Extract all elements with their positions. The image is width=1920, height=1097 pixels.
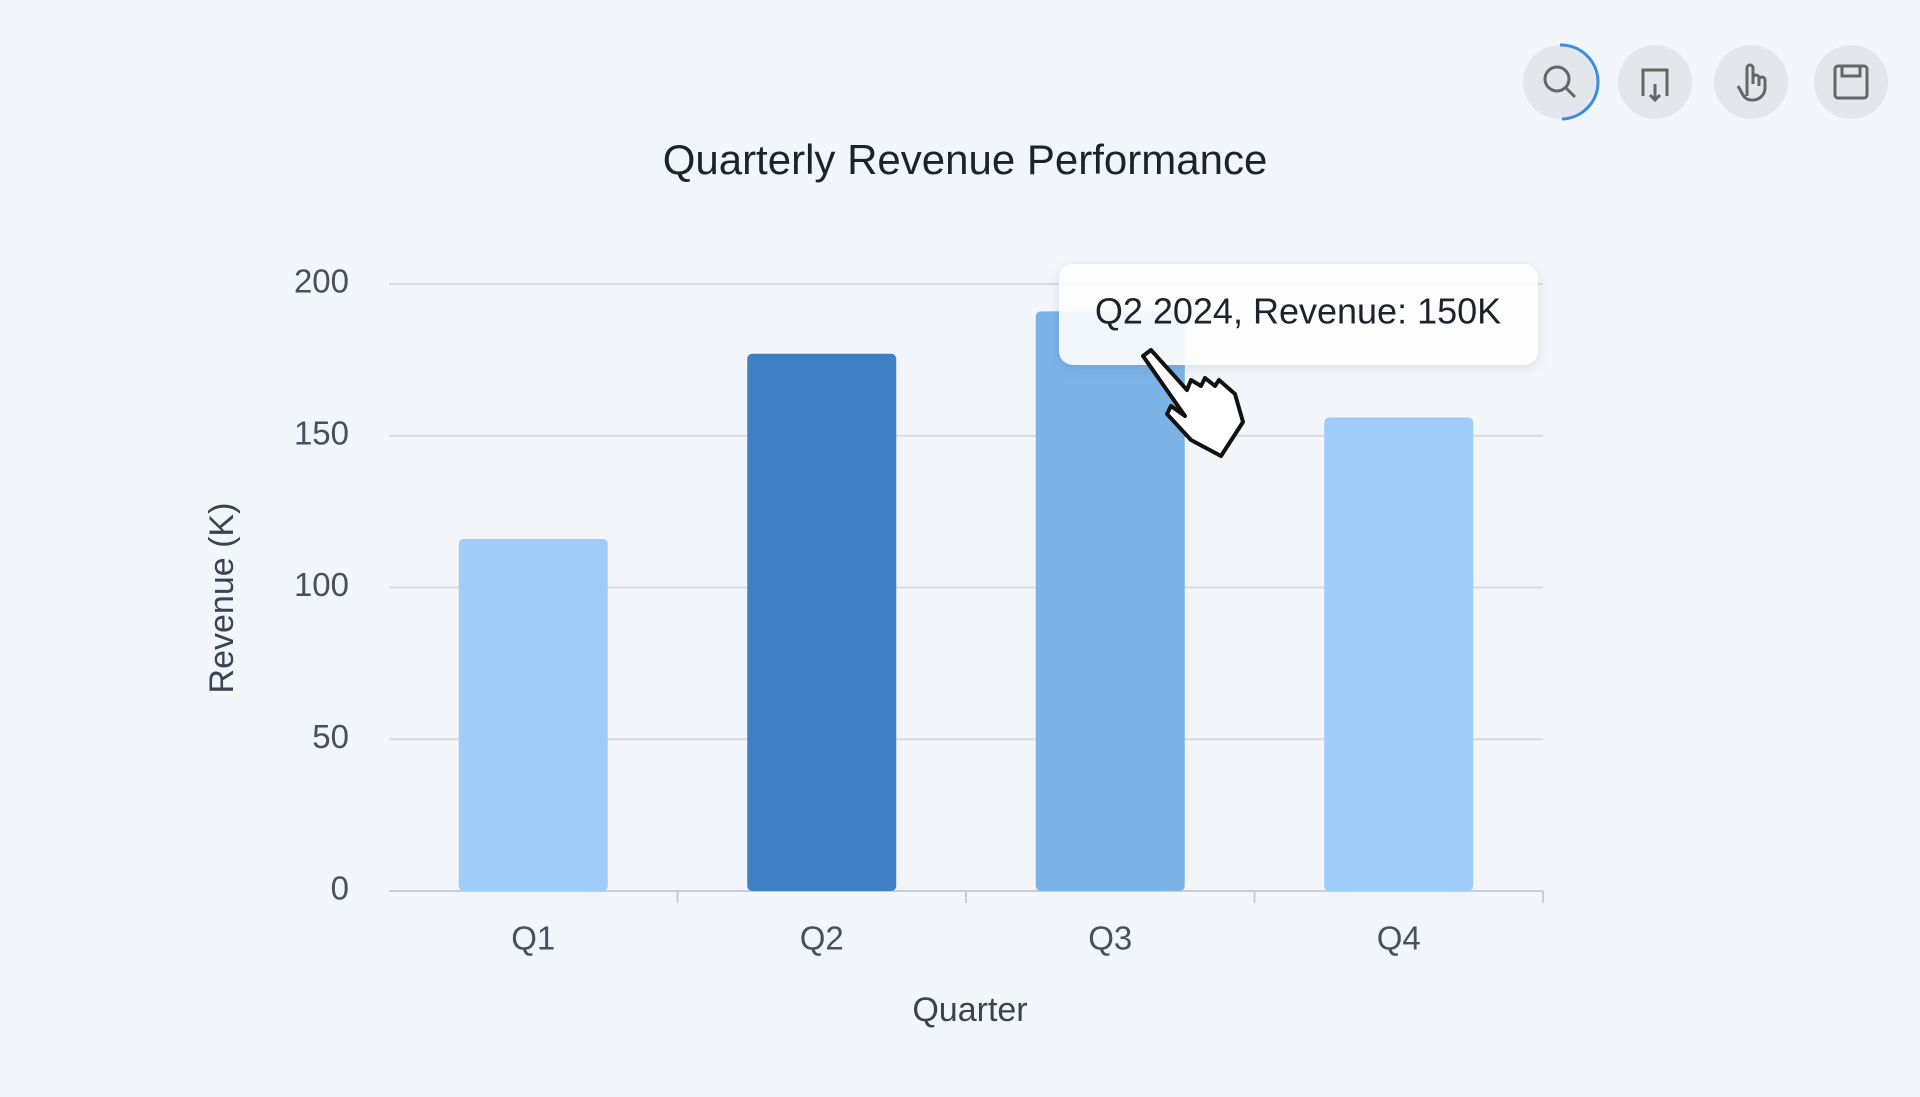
x-tick-label: Q1 (511, 920, 555, 957)
bar (1324, 417, 1474, 891)
y-tick-label: 150 (294, 414, 349, 451)
bar (747, 353, 897, 891)
y-tick-label: 50 (312, 718, 349, 755)
bar (1035, 311, 1185, 891)
y-tick-label: 200 (294, 263, 349, 300)
x-tick-label: Q4 (1377, 920, 1421, 957)
tooltip-text: Q2 2024, Revenue: 150K (1095, 291, 1501, 332)
pan-button[interactable] (1618, 45, 1692, 119)
tooltip: Q2 2024, Revenue: 150K (1059, 264, 1538, 365)
y-tick-label: 0 (331, 870, 349, 907)
zoom-button[interactable] (1523, 43, 1600, 121)
select-button[interactable] (1714, 45, 1788, 119)
y-tick-label: 100 (294, 566, 349, 603)
tooltip-box (1059, 264, 1538, 365)
y-axis-label: Revenue (K) (203, 503, 241, 694)
bar (458, 538, 608, 891)
save-button[interactable] (1814, 45, 1888, 119)
x-tick-label: Q2 (800, 920, 844, 957)
toolbar (1523, 43, 1888, 121)
x-axis-label: Quarter (912, 991, 1027, 1029)
x-tick-label: Q3 (1088, 920, 1132, 957)
chart-title: Quarterly Revenue Performance (663, 136, 1268, 183)
cursor (1141, 348, 1245, 458)
